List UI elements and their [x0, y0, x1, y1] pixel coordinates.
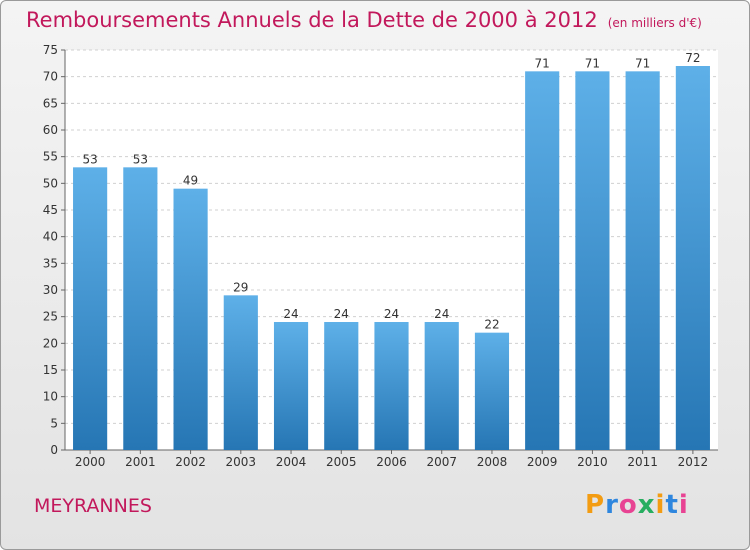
bar-2004	[273, 322, 309, 450]
bars	[73, 66, 710, 451]
bar-2011	[625, 71, 660, 450]
bar-2007	[424, 322, 459, 450]
x-tick-label: 2004	[276, 455, 307, 469]
y-tick-label: 10	[43, 390, 58, 404]
bar-2006	[374, 322, 409, 450]
y-tick-label: 65	[43, 96, 58, 110]
chart-title: Remboursements Annuels de la Dette de 20…	[26, 8, 702, 32]
data-label: 53	[133, 152, 148, 166]
y-tick-label: 15	[43, 363, 58, 377]
y-tick-label: 55	[43, 150, 58, 164]
logo-letter: t	[665, 490, 679, 520]
x-tick-label: 2002	[175, 455, 206, 469]
data-label: 71	[635, 56, 650, 70]
data-label: 71	[535, 56, 550, 70]
x-tick-label: 2008	[477, 455, 508, 469]
x-tick-label: 2010	[577, 455, 608, 469]
data-label: 24	[283, 307, 298, 321]
data-label: 24	[434, 307, 449, 321]
logo-letter: x	[637, 490, 656, 520]
y-tick-label: 35	[43, 256, 58, 270]
data-label: 24	[334, 307, 349, 321]
data-label: 72	[685, 51, 700, 65]
proxiti-logo: Proxiti	[585, 490, 689, 520]
x-tick-label: 2011	[627, 455, 658, 469]
x-tick-label: 2006	[376, 455, 407, 469]
bar-2008	[474, 332, 510, 450]
data-label: 22	[484, 318, 499, 332]
bar-2002	[173, 188, 208, 450]
logo-letter: i	[655, 490, 666, 520]
x-tick-label: 2012	[678, 455, 709, 469]
x-tick-label: 2009	[527, 455, 558, 469]
y-tick-label: 20	[43, 336, 58, 350]
x-tick-label: 2000	[75, 455, 106, 469]
bar-2012	[675, 66, 710, 450]
bar-2001	[123, 167, 158, 451]
bar-2000	[73, 167, 108, 451]
y-tick-label: 45	[43, 203, 58, 217]
logo-letter: P	[585, 490, 606, 520]
bar-2009	[525, 71, 560, 450]
y-tick-label: 0	[50, 443, 58, 457]
y-tick-label: 40	[43, 230, 58, 244]
logo-letter: r	[605, 490, 619, 520]
x-tick-label: 2007	[426, 455, 457, 469]
y-tick-label: 25	[43, 310, 58, 324]
chart-unit: (en milliers d'€)	[607, 16, 702, 30]
bar-2010	[575, 71, 610, 450]
x-tick-label: 2003	[226, 455, 257, 469]
bar-2005	[324, 322, 359, 450]
logo-letter: o	[618, 490, 638, 520]
y-tick-label: 30	[43, 283, 58, 297]
data-label: 24	[384, 307, 399, 321]
data-label: 71	[585, 56, 600, 70]
y-tick-label: 75	[43, 43, 58, 57]
data-label: 29	[233, 280, 248, 294]
y-tick-label: 60	[43, 123, 58, 137]
town-name: MEYRANNES	[34, 495, 152, 517]
chart-title-text: Remboursements Annuels de la Dette de 20…	[26, 8, 598, 32]
logo-letter: i	[678, 490, 689, 520]
y-tick-label: 70	[43, 70, 58, 84]
x-tick-label: 2005	[326, 455, 357, 469]
data-labels: 53 53 49 29 24 24 24 24 22 71 71 71 72	[82, 51, 700, 332]
y-tick-label: 50	[43, 176, 58, 190]
data-label: 53	[82, 152, 97, 166]
data-label: 49	[183, 174, 198, 188]
x-tick-label: 2001	[125, 455, 156, 469]
bar-2003	[223, 295, 258, 450]
y-tick-label: 5	[50, 416, 58, 430]
